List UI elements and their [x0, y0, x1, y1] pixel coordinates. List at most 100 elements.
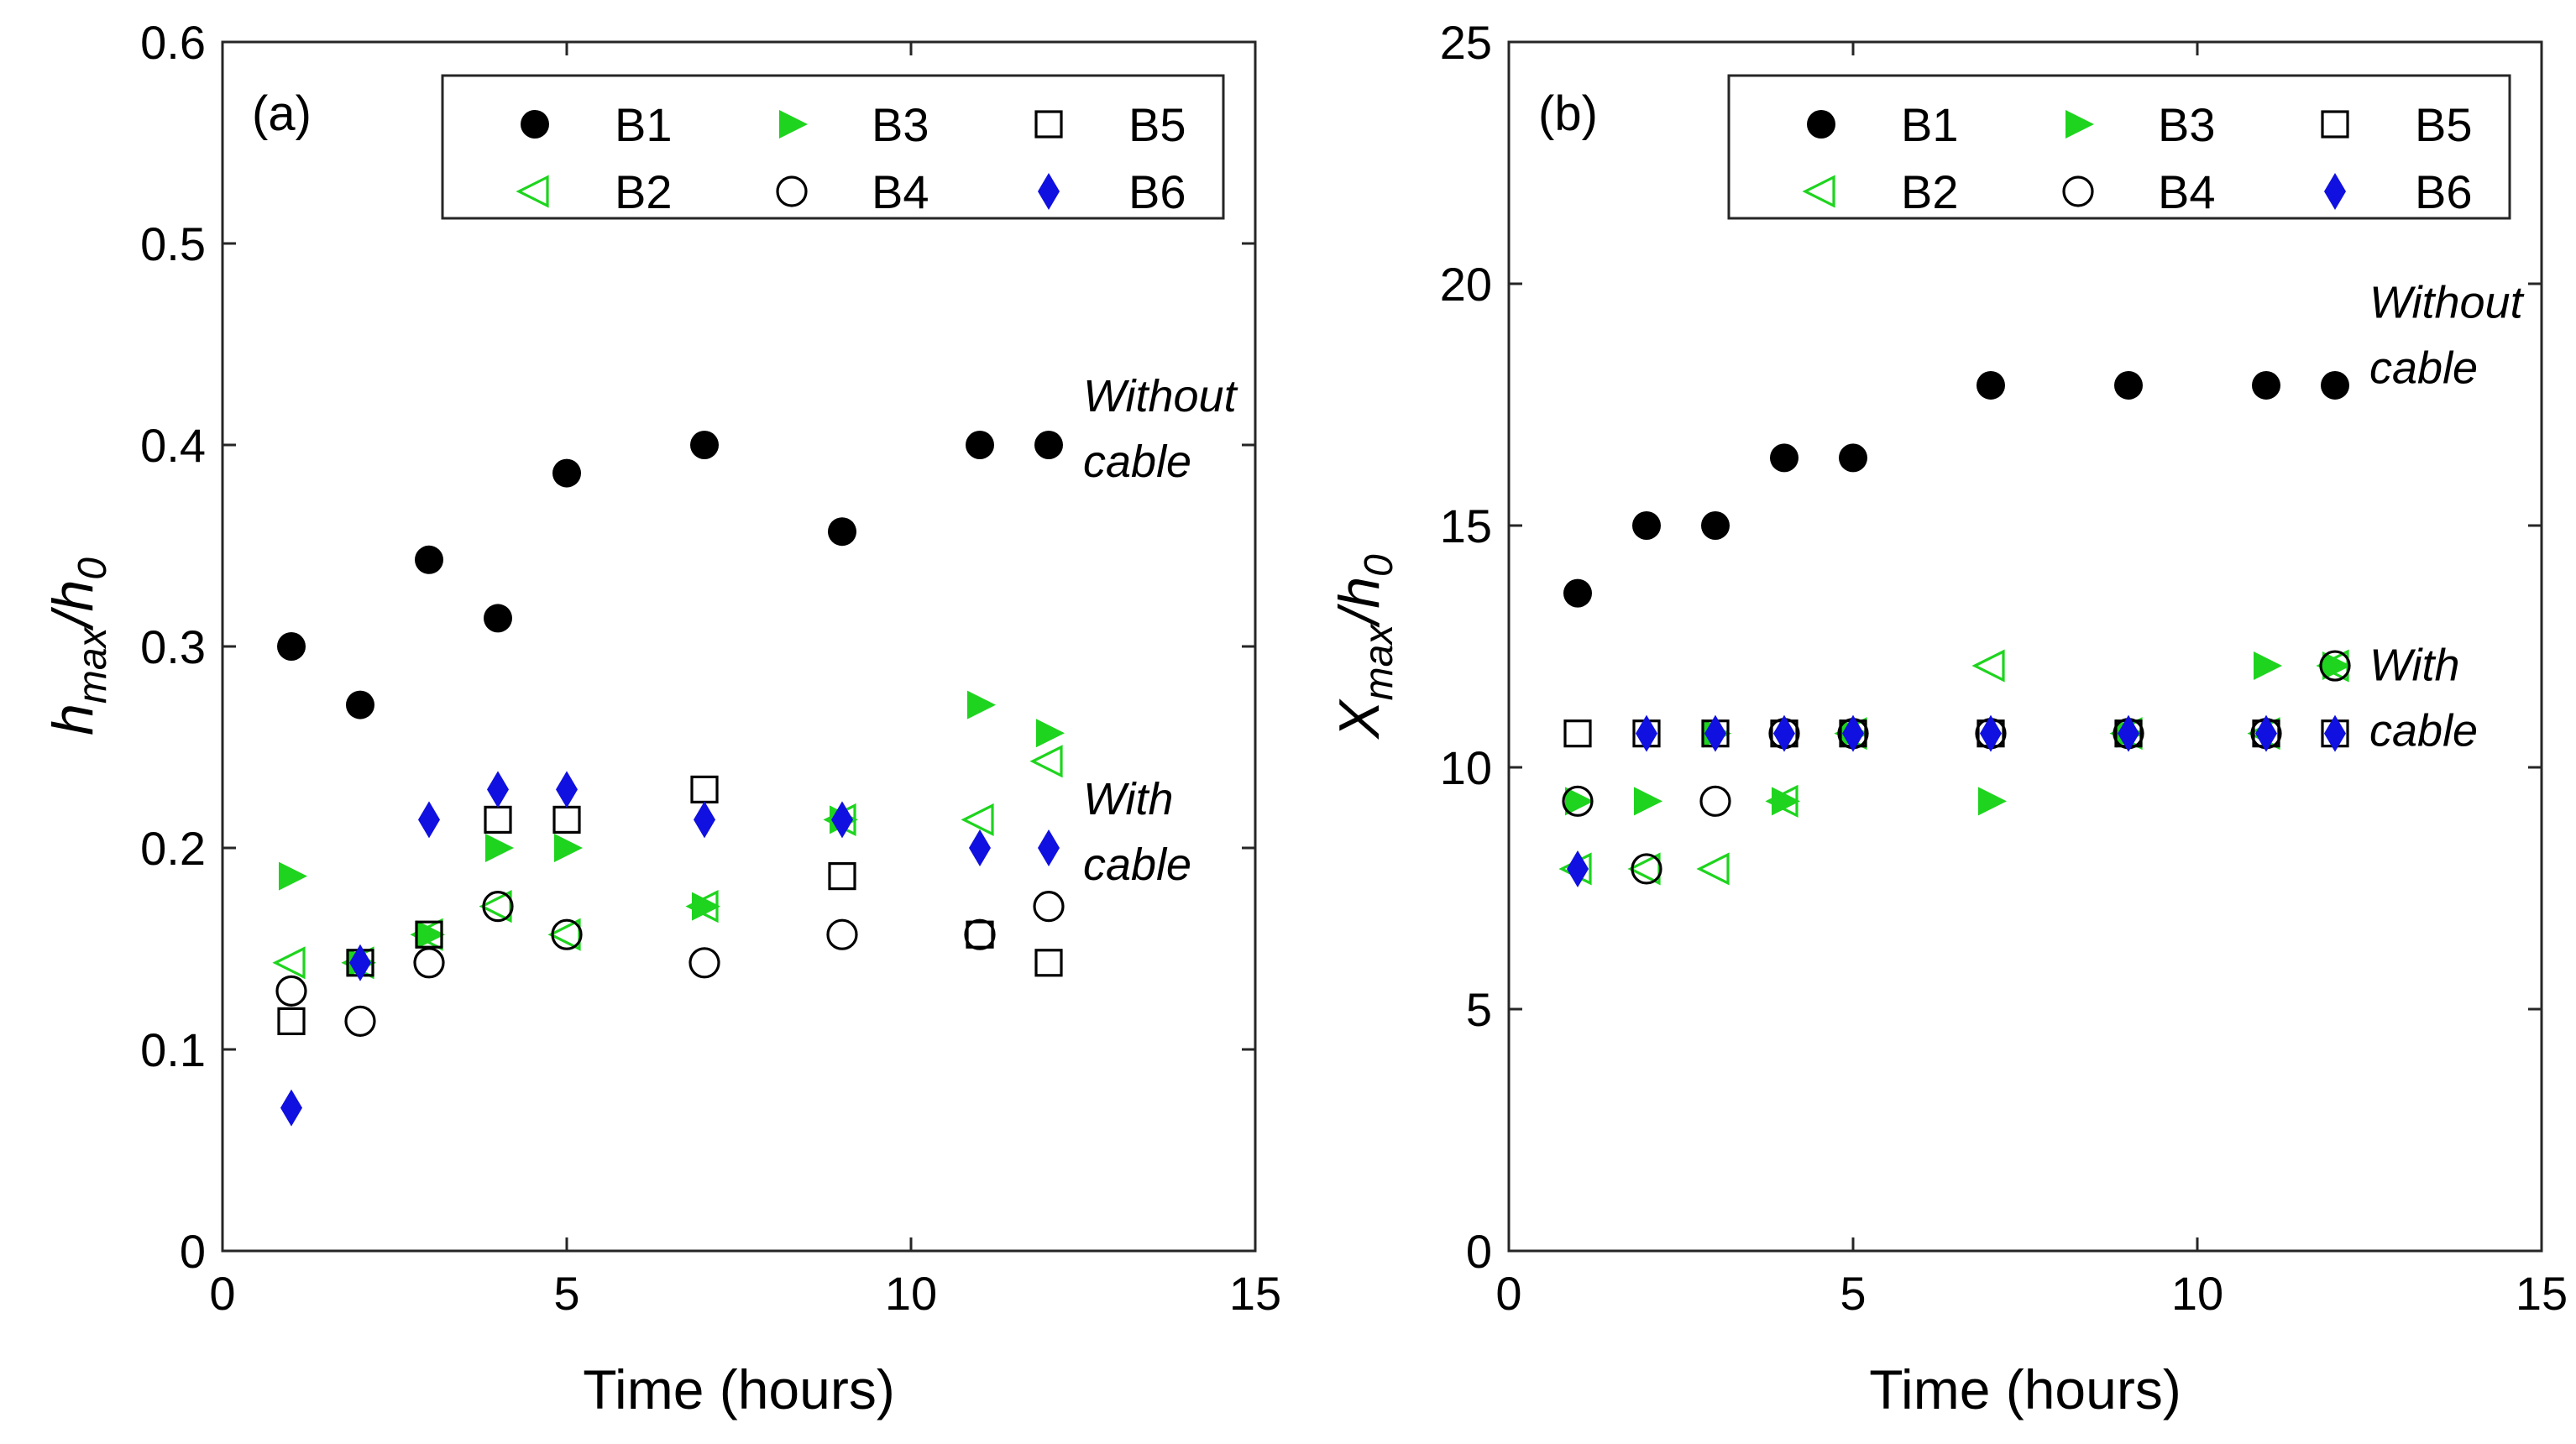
y-axis-label: Xmax/h0: [1327, 554, 1401, 740]
y-tick-label: 0.1: [140, 1023, 206, 1076]
data-point-b3: [279, 861, 307, 891]
legend-box: [441, 74, 1225, 220]
data-point-b1: [484, 604, 512, 633]
data-point-b1: [690, 431, 719, 459]
data-point-b6: [2255, 714, 2277, 752]
y-axis-label-part: /h: [41, 580, 105, 631]
y-tick-label: 0.5: [140, 217, 206, 270]
legend-marker-b2: [1802, 175, 1835, 208]
data-point-b6: [969, 829, 991, 866]
data-point-b1: [2321, 370, 2349, 400]
legend-marker-b3: [2066, 110, 2094, 139]
legend-marker-b4: [2062, 175, 2094, 207]
data-point-b5: [415, 920, 443, 949]
data-point-b6: [1773, 714, 1795, 752]
annotation-text: cable: [1083, 840, 1191, 890]
data-point-b5: [1563, 719, 1592, 748]
x-tick-label: 10: [885, 1267, 937, 1320]
axes-box: [221, 40, 1257, 1253]
x-tick-label: 15: [1229, 1267, 1281, 1320]
x-tick-label: 15: [2516, 1267, 2568, 1320]
data-point-b1: [277, 632, 306, 661]
data-point-b1: [1977, 370, 2005, 400]
data-point-b3: [1978, 787, 2007, 816]
legend-marker-b6: [2324, 173, 2346, 210]
data-point-b2: [479, 890, 512, 923]
data-point-b6: [487, 771, 509, 808]
data-point-b4: [275, 975, 307, 1007]
data-point-b4: [2319, 650, 2351, 682]
y-tick-label: 0: [1466, 1225, 1492, 1278]
data-point-b1: [1034, 431, 1063, 459]
data-point-b4: [964, 918, 996, 950]
data-point-b2: [1029, 745, 1063, 778]
y-tick-label: 10: [1440, 741, 1492, 794]
data-point-b1: [552, 458, 581, 488]
data-point-b6: [349, 944, 371, 981]
y-tick-label: 0.3: [140, 620, 206, 673]
data-point-b5: [484, 805, 512, 834]
y-tick-label: 0.2: [140, 822, 206, 875]
chart-panel-a: 0 5 10 15 0 0.1 0.2 0.3 0.4 0.5 0.6 Time (hours) hma…: [41, 16, 1281, 1420]
annotation-text: Without: [1083, 371, 1238, 421]
x-tick-label: 5: [1840, 1267, 1866, 1320]
data-point-b1: [346, 690, 374, 719]
y-tick-label: 25: [1440, 16, 1492, 69]
legend-label: B3: [872, 98, 929, 151]
y-tick-label: 0: [180, 1225, 206, 1278]
data-point-b6: [1636, 714, 1657, 752]
axes-box: [1507, 40, 2543, 1253]
data-point-b5: [552, 805, 581, 834]
data-point-b3: [416, 920, 445, 950]
panel-label: (b): [1538, 86, 1598, 141]
data-point-b6: [1842, 714, 1864, 752]
data-point-b1: [828, 517, 856, 547]
data-point-b3: [1634, 787, 1662, 816]
data-point-b2: [547, 918, 581, 951]
x-axis-label: Time (hours): [583, 1358, 895, 1420]
data-point-b6: [418, 801, 440, 839]
data-point-b2: [1696, 852, 1730, 886]
annotation-text: With: [2369, 641, 2460, 691]
data-point-b1: [966, 431, 994, 459]
data-point-b1: [1632, 511, 1661, 540]
data-point-b2: [272, 946, 306, 980]
data-point-b6: [2324, 714, 2346, 752]
data-point-b1: [1701, 511, 1730, 540]
data-point-b2: [961, 803, 994, 836]
y-tick-label: 15: [1440, 500, 1492, 552]
legend-marker-b5: [1034, 110, 1063, 139]
legend-label: B3: [2158, 98, 2216, 151]
legend: B1 B3 B5 B2 B4 B6: [441, 74, 1225, 220]
x-tick-label: 0: [1495, 1267, 1521, 1320]
legend-label: B6: [1128, 165, 1186, 218]
data-point-b3: [967, 690, 996, 719]
data-point-b1: [2252, 370, 2280, 400]
data-point-b3: [1772, 787, 1800, 816]
data-point-b4: [551, 918, 583, 950]
y-axis-label-part: max: [71, 625, 115, 704]
data-point-b1: [1563, 578, 1592, 608]
y-tick-label: 5: [1466, 983, 1492, 1036]
legend-label: B6: [2415, 165, 2473, 218]
legend-box: [1727, 74, 2511, 220]
data-point-b4: [689, 947, 720, 979]
x-tick-label: 0: [209, 1267, 235, 1320]
y-axis-label: hmax/h0: [41, 557, 115, 735]
panel-label: (a): [252, 86, 312, 141]
data-point-b5: [277, 1007, 306, 1036]
y-tick-label: 20: [1440, 258, 1492, 311]
data-point-b2: [1627, 852, 1661, 886]
data-point-b4: [1699, 785, 1731, 817]
legend: B1 B3 B5 B2 B4 B6: [1727, 74, 2511, 220]
y-axis-label-part: 0: [1357, 554, 1401, 577]
data-point-b6: [2118, 714, 2139, 752]
data-point-b1: [1770, 443, 1798, 473]
data-point-b6: [1980, 714, 2002, 752]
x-tick-label: 5: [553, 1267, 579, 1320]
annotation-text: cable: [2369, 706, 2478, 756]
data-point-b6: [694, 801, 715, 839]
data-point-b4: [413, 947, 445, 979]
data-point-b6: [1038, 829, 1060, 866]
